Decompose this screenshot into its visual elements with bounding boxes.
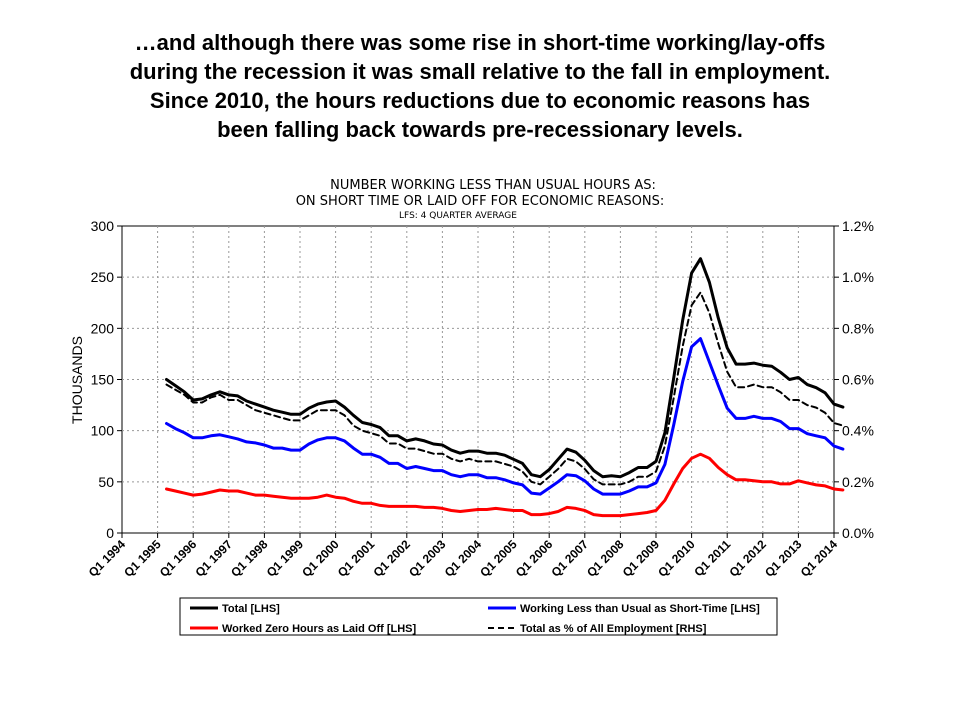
y-tick-label-right: 1.2%: [842, 218, 874, 234]
legend: Total [LHS] Working Less than Usual as Sh…: [179, 597, 778, 636]
x-tick-label: Q1 1998: [228, 537, 271, 580]
y-tick-label-right: 1.0%: [842, 269, 874, 285]
y-axis-label-left: THOUSANDS: [69, 336, 85, 424]
x-tick-label: Q1 2000: [299, 537, 342, 580]
x-tick-label: Q1 2001: [335, 537, 378, 580]
y-tick-label-left: 200: [91, 320, 115, 336]
x-tick-label: Q1 1996: [157, 537, 200, 580]
chart-title-line: ON SHORT TIME OR LAID OFF FOR ECONOMIC R…: [296, 194, 665, 209]
legend-label: Working Less than Usual as Short-Time [L…: [520, 603, 760, 615]
x-tick-label: Q1 1994: [86, 537, 129, 580]
x-tick-label: Q1 2005: [477, 537, 520, 580]
x-tick-label: Q1 1997: [192, 537, 235, 580]
slide-title-line: …and although there was some rise in sho…: [134, 30, 826, 55]
y-tick-label-left: 300: [91, 218, 115, 234]
x-tick-label: Q1 2013: [762, 537, 805, 580]
y-tick-label-right: 0.0%: [842, 525, 874, 541]
x-tick-label: Q1 2002: [370, 537, 413, 580]
x-tick-label: Q1 2012: [726, 537, 769, 580]
series-line: [165, 291, 844, 486]
y-tick-label-right: 0.2%: [842, 474, 874, 490]
chart-title-line: NUMBER WORKING LESS THAN USUAL HOURS AS:: [330, 178, 656, 193]
x-tick-label: Q1 2003: [406, 537, 449, 580]
slide-title: …and although there was some rise in sho…: [20, 28, 940, 144]
x-tick-label: Q1 1995: [121, 537, 164, 580]
y-tick-label-left: 100: [91, 423, 115, 439]
slide-title-line: been falling back towards pre-recessiona…: [217, 117, 743, 142]
legend-box: [179, 597, 778, 636]
x-tick-label: Q1 2011: [691, 537, 733, 579]
legend-label: Total [LHS]: [222, 603, 280, 615]
legend-label: Total as % of All Employment [RHS]: [520, 623, 707, 635]
series-line: [165, 337, 845, 496]
legend-label: Worked Zero Hours as Laid Off [LHS]: [222, 623, 416, 635]
slide-title-line: during the recession it was small relati…: [129, 59, 831, 84]
series-layer: [165, 257, 845, 518]
x-tick-label: Q1 2004: [442, 537, 485, 580]
series-line: [165, 452, 845, 518]
chart-subtitle: LFS: 4 QUARTER AVERAGE: [399, 211, 517, 221]
y-tick-label-right: 0.8%: [842, 320, 874, 336]
x-tick-label: Q1 2014: [798, 537, 841, 580]
grid: [122, 226, 834, 533]
y-tick-label-left: 150: [91, 372, 115, 388]
series-line: [165, 257, 845, 479]
x-tick-label: Q1 2008: [584, 537, 627, 580]
x-tick-label: Q1 2007: [548, 537, 591, 580]
slide-title-line: Since 2010, the hours reductions due to …: [149, 88, 811, 113]
x-tick-label: Q1 2009: [620, 537, 663, 580]
y-tick-label-right: 0.6%: [842, 372, 874, 388]
y-tick-label-right: 0.4%: [842, 423, 874, 439]
y-tick-label-left: 250: [91, 269, 115, 285]
x-tick-label: Q1 2006: [513, 537, 556, 580]
y-tick-label-left: 0: [106, 525, 114, 541]
x-tick-label: Q1 1999: [264, 537, 307, 580]
x-tick-label: Q1 2010: [655, 537, 698, 580]
y-tick-label-left: 50: [98, 474, 114, 490]
